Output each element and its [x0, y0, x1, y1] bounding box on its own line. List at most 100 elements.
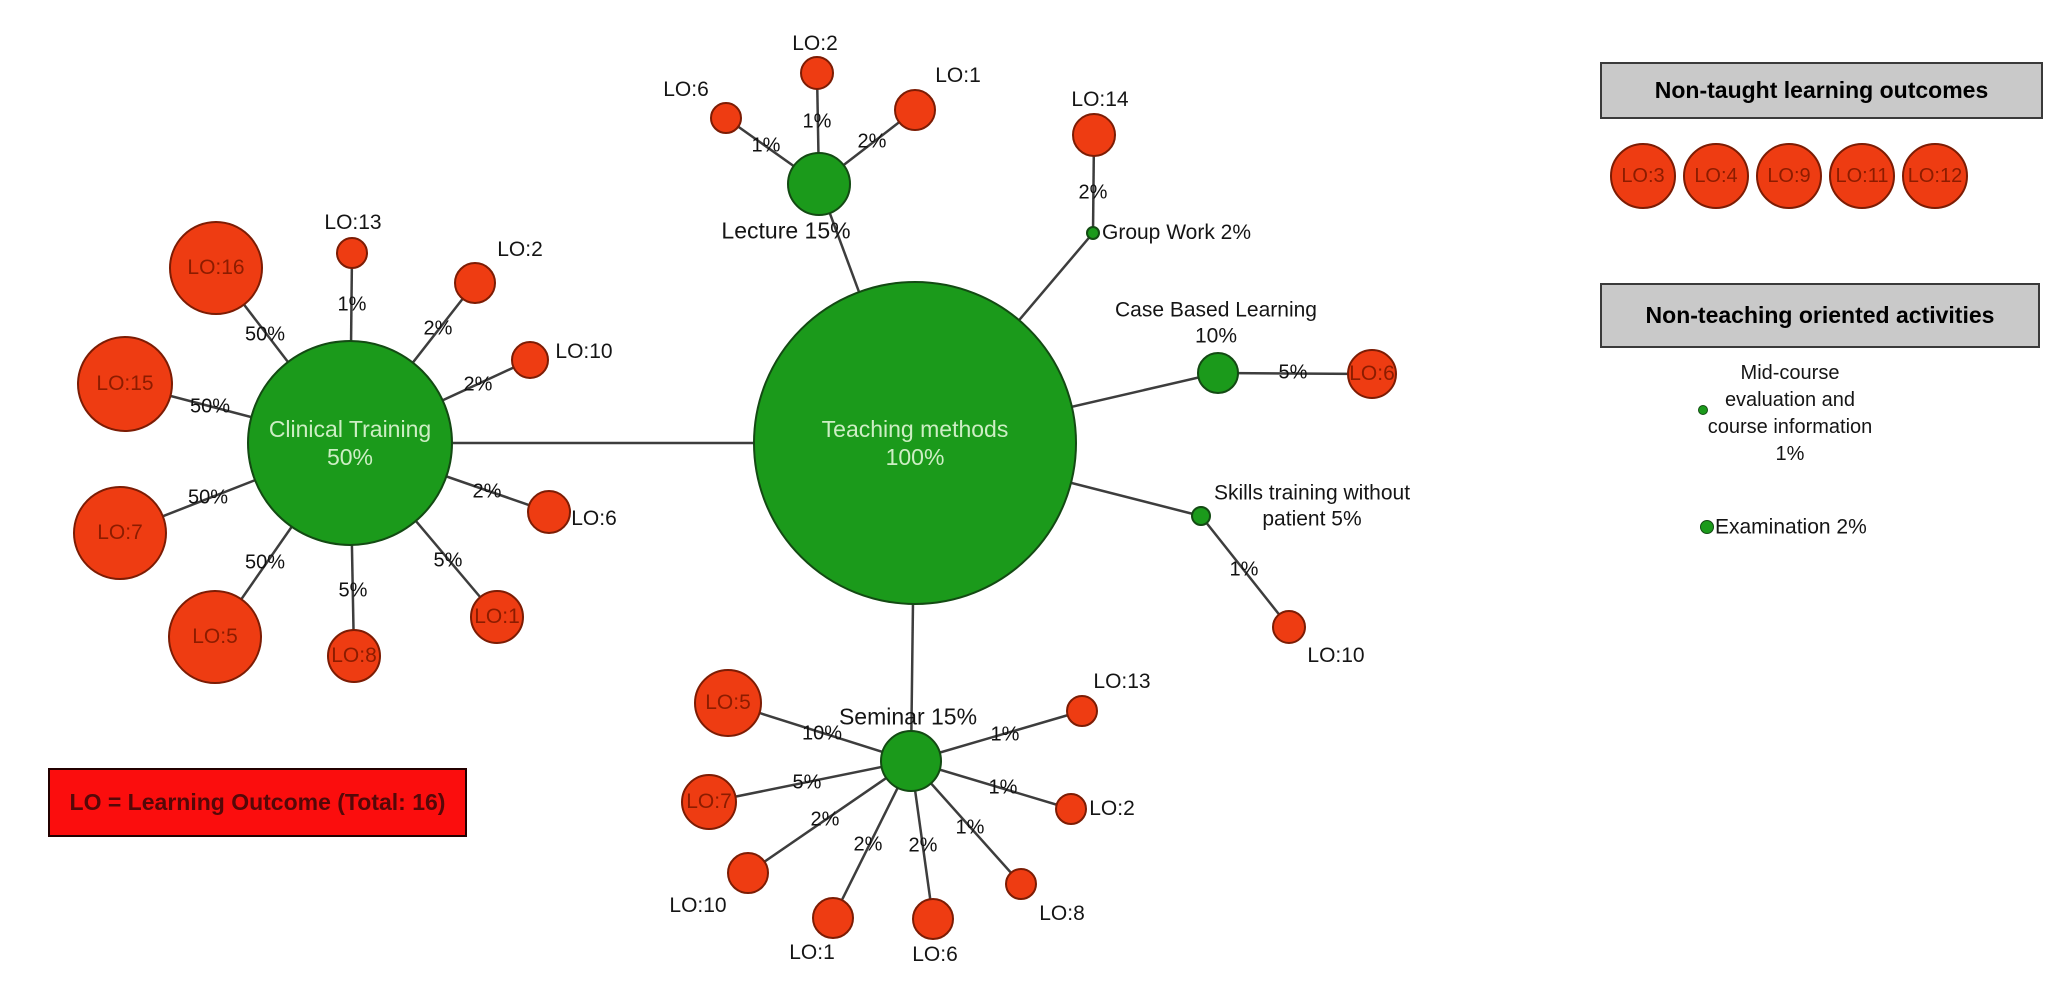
examination-label: Examination 2% — [1715, 515, 1867, 539]
node-label-seminar-lo13: LO:13 — [1093, 669, 1151, 693]
mid-course-dot-icon — [1698, 405, 1708, 415]
node-clinical-training: Clinical Training 50% — [247, 340, 453, 546]
node-seminar-lo13 — [1066, 695, 1098, 727]
legend-node-lo-11: LO:11 — [1829, 143, 1895, 209]
edge-label-clinical-training-clinical-lo6: 2% — [472, 480, 502, 503]
edge-label-seminar-seminar-lo10: 2% — [810, 808, 840, 831]
edge-label-case-based-learning-cbl-lo6: 5% — [1278, 361, 1308, 384]
node-clinical-lo6 — [527, 490, 571, 534]
edge-label-skills-training-skills-lo10: 1% — [1229, 558, 1259, 581]
node-seminar-lo2 — [1055, 793, 1087, 825]
node-clinical-lo5: LO:5 — [168, 590, 262, 684]
edge-label-clinical-training-clinical-lo15: 50% — [189, 395, 231, 418]
edge-label-seminar-seminar-lo7: 5% — [792, 771, 822, 794]
edge-label-lecture-lecture-lo1: 2% — [857, 130, 887, 153]
node-text-clinical-lo7: LO:7 — [97, 521, 143, 545]
node-text-clinical-lo1: LO:1 — [474, 605, 520, 629]
node-label-case-based-learning: Case Based Learning 10% — [1115, 298, 1317, 348]
node-lecture-lo1 — [894, 89, 936, 131]
mid-course-label: Mid-course evaluation and course informa… — [1707, 362, 1873, 465]
node-seminar-lo6 — [912, 898, 954, 940]
edge-skills-training-skills-lo10 — [1200, 515, 1290, 628]
edge-label-seminar-seminar-lo1: 2% — [853, 833, 883, 856]
node-clinical-lo8: LO:8 — [327, 629, 381, 683]
edge-label-group-work-groupwork-lo14: 2% — [1078, 181, 1108, 204]
node-seminar-lo10 — [727, 852, 769, 894]
legend-node-lo-4: LO:4 — [1683, 143, 1749, 209]
legend-node-lo-3: LO:3 — [1610, 143, 1676, 209]
edge-label-clinical-training-clinical-lo8: 5% — [338, 579, 368, 602]
node-text-clinical-lo15: LO:15 — [96, 372, 154, 396]
edge-label-clinical-training-clinical-lo1: 5% — [433, 549, 463, 572]
node-label-seminar-lo2: LO:2 — [1089, 796, 1135, 820]
node-teaching-methods: Teaching methods 100% — [753, 281, 1077, 605]
node-text-clinical-lo16: LO:16 — [187, 256, 245, 280]
node-cbl-lo6: LO:6 — [1347, 349, 1397, 399]
edge-label-seminar-seminar-lo6: 2% — [908, 834, 938, 857]
node-case-based-learning — [1197, 352, 1239, 394]
node-skills-training — [1191, 506, 1211, 526]
node-label-clinical-lo13: LO:13 — [324, 210, 382, 234]
node-text-clinical-lo8: LO:8 — [331, 644, 377, 668]
node-lecture — [787, 152, 851, 216]
node-group-work — [1086, 226, 1100, 240]
node-label-group-work: Group Work 2% — [1102, 220, 1251, 244]
node-lecture-lo2 — [800, 56, 834, 90]
node-seminar-lo8 — [1005, 868, 1037, 900]
edge-seminar-seminar-lo10 — [747, 759, 912, 875]
node-clinical-lo10 — [511, 341, 549, 379]
edge-label-clinical-training-clinical-lo2: 2% — [423, 317, 453, 340]
edge-case-based-learning-cbl-lo6 — [1217, 371, 1373, 376]
legend-node-text: LO:9 — [1767, 164, 1811, 187]
examination-dot-icon — [1700, 520, 1714, 534]
legend-node-text: LO:12 — [1907, 164, 1963, 187]
node-clinical-lo15: LO:15 — [77, 336, 173, 432]
node-label-clinical-lo10: LO:10 — [555, 339, 613, 363]
node-seminar-lo1 — [812, 897, 854, 939]
legend-node-text: LO:4 — [1694, 164, 1738, 187]
edge-label-lecture-lecture-lo6: 1% — [751, 134, 781, 157]
edge-label-seminar-seminar-lo8: 1% — [955, 816, 985, 839]
edge-label-lecture-lecture-lo2: 1% — [802, 110, 832, 133]
node-label-seminar-lo8: LO:8 — [1039, 901, 1085, 925]
legend-non-taught-title: Non-taught learning outcomes — [1654, 77, 1989, 103]
node-text-teaching-methods: Teaching methods 100% — [821, 415, 1009, 470]
node-label-lecture-lo2: LO:2 — [792, 31, 838, 55]
node-clinical-lo7: LO:7 — [73, 486, 167, 580]
edge-seminar-seminar-lo7 — [708, 759, 912, 804]
node-text-cbl-lo6: LO:6 — [1349, 362, 1395, 386]
node-label-groupwork-lo14: LO:14 — [1071, 87, 1129, 111]
lo-definition-text: LO = Learning Outcome (Total: 16) — [69, 789, 446, 815]
node-label-seminar-lo6: LO:6 — [912, 942, 958, 966]
node-lecture-lo6 — [710, 102, 742, 134]
edge-label-clinical-training-clinical-lo16: 50% — [244, 323, 286, 346]
edge-label-clinical-training-clinical-lo5: 50% — [244, 551, 286, 574]
node-seminar — [880, 730, 942, 792]
edge-label-seminar-seminar-lo5: 10% — [801, 722, 843, 745]
node-label-lecture: Lecture 15% — [721, 217, 851, 244]
legend-node-lo-9: LO:9 — [1756, 143, 1822, 209]
node-clinical-lo13 — [336, 237, 368, 269]
node-label-seminar-lo1: LO:1 — [789, 940, 835, 964]
legend-node-text: LO:3 — [1621, 164, 1665, 187]
node-seminar-lo7: LO:7 — [681, 774, 737, 830]
edge-label-seminar-seminar-lo13: 1% — [990, 723, 1020, 746]
node-label-clinical-lo2: LO:2 — [497, 237, 543, 261]
edge-label-clinical-training-clinical-lo7: 50% — [187, 486, 229, 509]
node-groupwork-lo14 — [1072, 113, 1116, 157]
legend-node-lo-12: LO:12 — [1902, 143, 1968, 209]
lo-definition-box: LO = Learning Outcome (Total: 16) — [48, 768, 467, 837]
node-clinical-lo2 — [454, 262, 496, 304]
node-text-seminar-lo5: LO:5 — [705, 691, 751, 715]
edge-label-clinical-training-clinical-lo13: 1% — [337, 293, 367, 316]
node-label-skills-lo10: LO:10 — [1307, 643, 1365, 667]
node-label-skills-training: Skills training without patient 5% — [1213, 481, 1411, 531]
node-label-clinical-lo6: LO:6 — [571, 506, 617, 530]
node-clinical-lo1: LO:1 — [470, 590, 524, 644]
edge-label-seminar-seminar-lo2: 1% — [988, 776, 1018, 799]
node-label-lecture-lo1: LO:1 — [935, 63, 981, 87]
node-clinical-lo16: LO:16 — [169, 221, 263, 315]
node-seminar-lo5: LO:5 — [694, 669, 762, 737]
node-label-lecture-lo6: LO:6 — [663, 77, 709, 101]
